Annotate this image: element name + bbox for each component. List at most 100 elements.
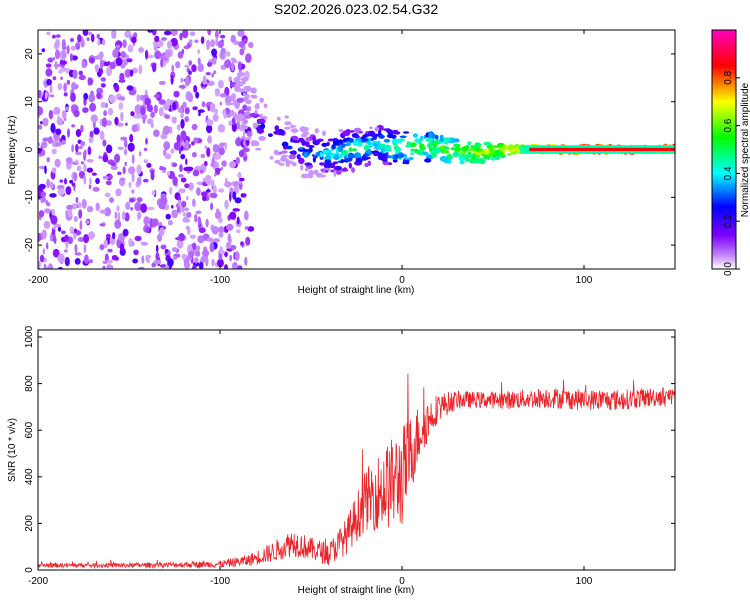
- spectrogram-cell: [247, 85, 251, 92]
- spectrogram-cell: [59, 60, 68, 65]
- spectrogram-cell: [348, 130, 355, 133]
- spectrogram-cell: [414, 138, 420, 143]
- spectrogram-cell: [201, 101, 206, 108]
- spectrogram-cell: [238, 41, 246, 48]
- spectrogram-cell: [192, 198, 196, 208]
- spectrogram-cell: [234, 86, 242, 93]
- spectrogram-cell: [61, 49, 67, 59]
- spectrogram-cell: [83, 149, 87, 157]
- spectrogram-cell: [444, 146, 450, 150]
- spectrogram-cell: [80, 161, 84, 165]
- spectrogram-cell: [210, 192, 218, 199]
- spectrogram-cell: [86, 159, 94, 163]
- spectrogram-cell: [453, 143, 457, 147]
- x-tick-label: -100: [210, 275, 230, 286]
- spectrogram-cell: [370, 137, 374, 142]
- spectrogram-cell: [241, 77, 248, 82]
- spectrogram-cell: [219, 93, 227, 98]
- spectrogram-cell: [146, 118, 154, 125]
- spectrogram-cell: [214, 108, 219, 115]
- spectrogram-cell: [210, 39, 216, 48]
- spectrogram-cell: [97, 38, 101, 46]
- spectrogram-cell: [341, 143, 346, 149]
- spectrogram-cell: [494, 150, 503, 156]
- spectrogram-cell: [155, 244, 159, 253]
- spectrogram-cell: [172, 101, 177, 111]
- spectrogram-cell: [465, 157, 469, 162]
- spectrogram-cell: [69, 179, 74, 184]
- spectrogram-cell: [348, 147, 353, 152]
- spectrogram-cell: [95, 177, 100, 185]
- spectrogram-cell: [213, 70, 217, 75]
- spectrogram-cell: [199, 169, 204, 174]
- spectrogram-cell: [234, 197, 242, 204]
- spectrogram-cell: [335, 170, 342, 175]
- snr-panel: -200 -100 0 100 0 200 400 600 800 1000 Height of…: [7, 325, 676, 596]
- spectrogram-cell: [205, 72, 211, 76]
- spectrogram-cell: [41, 48, 46, 53]
- spectrogram-cell: [173, 90, 180, 98]
- spectrogram-cell: [296, 154, 301, 160]
- spectrogram-cell: [439, 134, 444, 139]
- spectrogram-cell: [419, 143, 424, 150]
- spectrogram-cell: [192, 264, 197, 269]
- spectrogram-cell: [229, 161, 237, 169]
- spectrogram-cell: [83, 163, 87, 173]
- spectrogram-cell: [171, 64, 175, 73]
- spectrogram-cell: [46, 242, 49, 250]
- spectrogram-cell: [131, 154, 135, 164]
- spectrogram-cell: [239, 48, 245, 56]
- spectrogram-cell: [57, 188, 65, 196]
- spectrogram-cell: [47, 58, 54, 63]
- spectrogram-cell: [375, 145, 381, 150]
- spectrogram-cell: [83, 244, 87, 254]
- spectrogram-cell: [102, 139, 107, 147]
- spectrogram-cell: [170, 148, 175, 154]
- spectrogram-cell: [311, 136, 317, 141]
- spectrogram-cell: [46, 31, 51, 36]
- spectrogram-cell: [311, 154, 315, 157]
- spectrogram-cell: [134, 201, 142, 212]
- spectrogram-cell: [131, 172, 135, 183]
- spectrogram-cell: [54, 249, 59, 257]
- spectrogram-cell: [76, 165, 82, 172]
- spectrogram-cell: [44, 208, 51, 214]
- spectrogram-cell: [218, 217, 223, 224]
- spectrogram-cell: [217, 124, 226, 133]
- spectrogram-cell: [334, 165, 342, 171]
- spectrogram-cell: [348, 138, 354, 143]
- spectrogram-cell: [475, 150, 483, 156]
- spectrogram-cell: [197, 48, 201, 55]
- spectrogram-cell: [51, 148, 57, 155]
- spectrogram-cell: [158, 80, 166, 85]
- spectrogram-cell: [393, 131, 401, 135]
- spectrogram-cell: [243, 137, 252, 141]
- spectrogram-cell: [394, 146, 401, 153]
- spectrogram-cell: [64, 249, 68, 253]
- spectrogram-cell: [283, 126, 291, 130]
- spectrogram-cell: [298, 157, 305, 165]
- spectrogram-cell: [140, 241, 149, 246]
- spectrogram-cell: [75, 42, 81, 50]
- spectrogram-cell: [125, 122, 128, 126]
- spectrogram-cell: [145, 137, 148, 145]
- spectrogram-cell: [158, 99, 166, 105]
- spectrogram-cell: [267, 133, 273, 138]
- spectrogram-cell: [237, 62, 242, 71]
- spectrogram-cell: [125, 201, 131, 210]
- spectrogram-cell: [105, 180, 112, 186]
- x-tick-label: 100: [576, 275, 593, 286]
- spectrogram-cell: [46, 78, 52, 86]
- spectrogram-cell: [45, 63, 52, 68]
- spectrogram-cell: [333, 161, 338, 165]
- spectrogram-cell: [206, 237, 213, 242]
- spectrogram-cell: [106, 264, 113, 269]
- spectrogram-cell: [170, 30, 178, 37]
- spectrogram-cell: [141, 255, 145, 264]
- spectrogram-cell: [88, 231, 95, 240]
- spectrogram-cell: [184, 64, 190, 68]
- spectrogram-cell: [77, 237, 85, 242]
- spectrogram-cell: [115, 188, 122, 197]
- spectrogram-cell: [49, 181, 54, 189]
- spectrogram-cell: [82, 107, 89, 113]
